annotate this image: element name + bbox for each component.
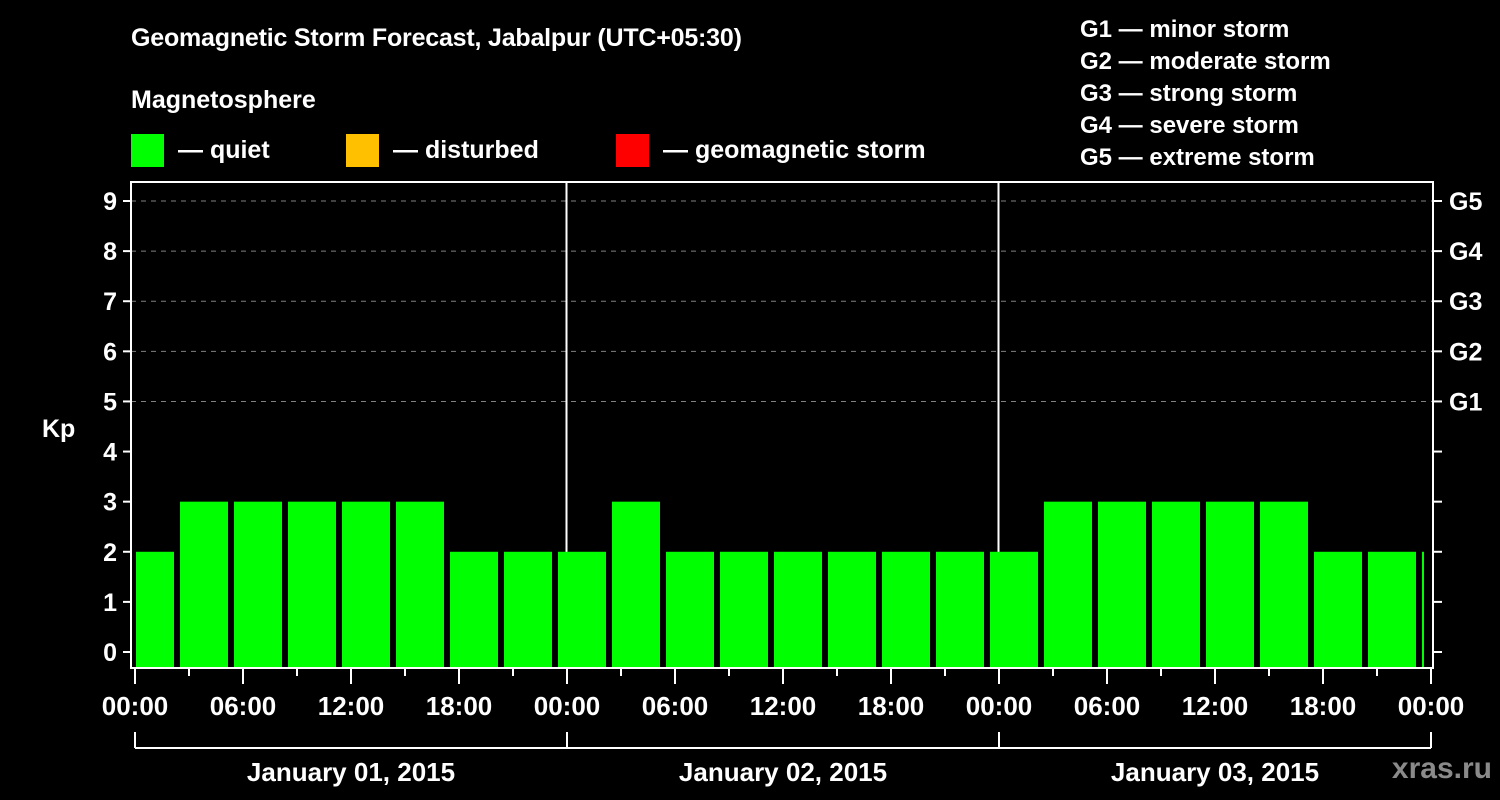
legend-item-disturbed: — disturbed (346, 134, 539, 167)
g-scale-item: G2 — moderate storm (1080, 48, 1331, 75)
kp-bar (666, 551, 714, 667)
x-tick-label: 00:00 (102, 691, 169, 721)
y-tick-label: 1 (103, 589, 117, 617)
legend-swatch-storm-icon (616, 134, 649, 167)
kp-bar (936, 551, 984, 667)
x-tick-label: 00:00 (534, 691, 601, 721)
x-tick-label: 06:00 (1074, 691, 1141, 721)
g-level-label: G1 (1449, 388, 1482, 416)
y-tick-label: 2 (103, 539, 117, 567)
x-tick-label: 18:00 (858, 691, 925, 721)
y-tick-label: 5 (103, 388, 117, 416)
chart-subtitle: Magnetosphere (131, 86, 316, 114)
g-scale-item: G5 — extreme storm (1080, 144, 1315, 171)
y-tick-label: 7 (103, 288, 117, 316)
g-level-label: G2 (1449, 338, 1482, 366)
kp-bar (396, 501, 444, 667)
g-level-label: G4 (1449, 238, 1482, 266)
day-label: January 01, 2015 (247, 757, 455, 787)
kp-bar (136, 551, 174, 667)
y-tick-label: 6 (103, 338, 117, 366)
g-scale-item: G4 — severe storm (1080, 112, 1299, 139)
x-tick-label: 06:00 (210, 691, 277, 721)
legend-label: — disturbed (393, 136, 539, 164)
x-tick-label: 12:00 (1182, 691, 1249, 721)
x-tick-label: 18:00 (1290, 691, 1357, 721)
chart-title: Geomagnetic Storm Forecast, Jabalpur (UT… (131, 24, 742, 52)
kp-bar (1044, 501, 1092, 667)
y-tick-label: 4 (103, 439, 117, 467)
kp-bar (504, 551, 552, 667)
x-tick-label: 12:00 (318, 691, 385, 721)
kp-bar (288, 501, 336, 667)
watermark: xras.ru (1391, 752, 1492, 785)
y-tick-label: 9 (103, 188, 117, 216)
y-tick-label: 8 (103, 238, 117, 266)
kp-bar (1260, 501, 1308, 667)
y-tick-label: 3 (103, 489, 117, 517)
legend-label: — geomagnetic storm (663, 136, 926, 164)
x-tick-label: 06:00 (642, 691, 709, 721)
g-scale-item: G3 — strong storm (1080, 80, 1298, 107)
legend-swatch-quiet-icon (131, 134, 164, 167)
kp-bar (450, 551, 498, 667)
legend-swatch-disturbed-icon (346, 134, 379, 167)
x-tick-label: 12:00 (750, 691, 817, 721)
kp-bar (1314, 551, 1362, 667)
y-tick-label: 0 (103, 639, 117, 667)
y-axis-label: Kp (42, 415, 75, 443)
kp-bar (1368, 551, 1416, 667)
kp-bar (1098, 501, 1146, 667)
legend-item-quiet: — quiet (131, 134, 270, 167)
legend-item-storm: — geomagnetic storm (616, 134, 926, 167)
kp-bar (558, 551, 606, 667)
kp-bar (1152, 501, 1200, 667)
day-label: January 02, 2015 (679, 757, 887, 787)
g-scale-item: G1 — minor storm (1080, 16, 1290, 43)
g-level-label: G5 (1449, 188, 1482, 216)
kp-bar (990, 551, 1038, 667)
kp-bar (1206, 501, 1254, 667)
kp-bar (234, 501, 282, 667)
kp-bar (612, 501, 660, 667)
kp-bar (882, 551, 930, 667)
g-scale-legend: G1 — minor storm G2 — moderate storm G3 … (1080, 14, 1331, 174)
legend-label: — quiet (178, 136, 270, 164)
x-tick-label: 18:00 (426, 691, 493, 721)
kp-bar (180, 501, 228, 667)
kp-bar (1422, 551, 1424, 667)
kp-bar (774, 551, 822, 667)
g-level-label: G3 (1449, 288, 1482, 316)
x-tick-label: 00:00 (966, 691, 1033, 721)
kp-bar (720, 551, 768, 667)
kp-bar (342, 501, 390, 667)
kp-bar (828, 551, 876, 667)
x-tick-label: 00:00 (1398, 691, 1465, 721)
day-label: January 03, 2015 (1111, 757, 1319, 787)
